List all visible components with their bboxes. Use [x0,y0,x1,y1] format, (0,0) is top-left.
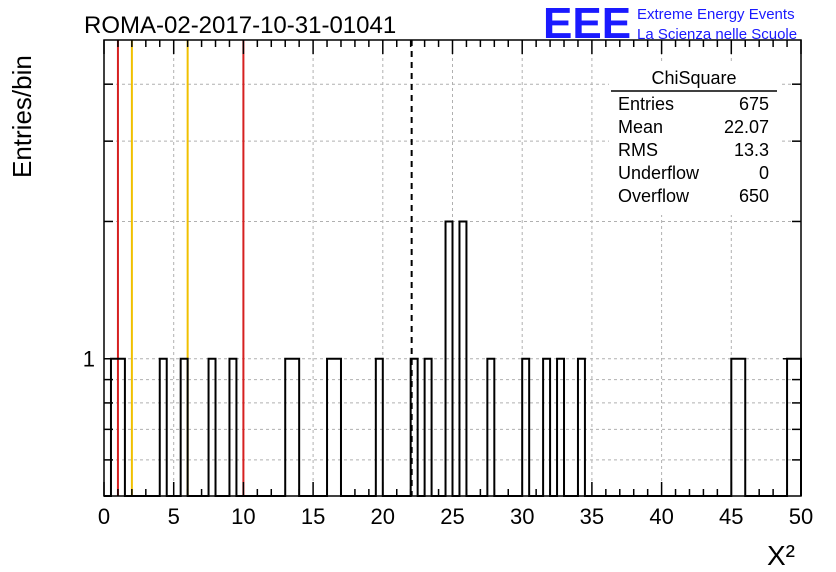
y-axis-label: Entries/bin [7,55,37,178]
x-tick-labels: 0 5 10 15 20 25 30 35 40 45 50 [98,504,813,529]
stats-box: ChiSquare Entries 675 Mean 22.07 RMS 13.3 Unde… [609,63,779,215]
stats-row-label: Entries [618,94,674,114]
stats-title: ChiSquare [651,68,736,88]
x-axis-label: X² [767,540,795,571]
stats-row-value: 13.3 [734,140,769,160]
x-tick-label: 10 [231,504,255,529]
x-tick-label: 40 [649,504,673,529]
logo-line-2: La Scienza nelle Scuole [637,26,797,43]
stats-box-background [609,63,779,215]
x-tick-label: 20 [371,504,395,529]
x-tick-label: 15 [301,504,325,529]
x-tick-label: 50 [789,504,813,529]
stats-row-value: 22.07 [724,117,769,137]
x-tick-label: 5 [168,504,180,529]
stats-row-value: 675 [739,94,769,114]
x-tick-label: 0 [98,504,110,529]
stats-row-label: Underflow [618,163,700,183]
y-tick-label: 1 [83,347,95,372]
run-title: ROMA-02-2017-10-31-01041 [84,12,396,39]
x-tick-label: 35 [580,504,604,529]
x-tick-label: 25 [440,504,464,529]
stats-row-label: Overflow [618,186,690,206]
stats-row-value: 0 [759,163,769,183]
eee-logo: EEE [543,0,631,48]
histogram-series [104,220,802,497]
logo-line-1: Extreme Energy Events [637,6,795,23]
reference-lines [116,40,413,496]
x-tick-label: 30 [510,504,534,529]
stats-row-label: Mean [618,117,663,137]
stats-row-value: 650 [739,186,769,206]
stats-row-label: RMS [618,140,658,160]
axis-ticks [103,40,802,496]
x-tick-label: 45 [719,504,743,529]
y-tick-labels: 1 [83,347,95,372]
